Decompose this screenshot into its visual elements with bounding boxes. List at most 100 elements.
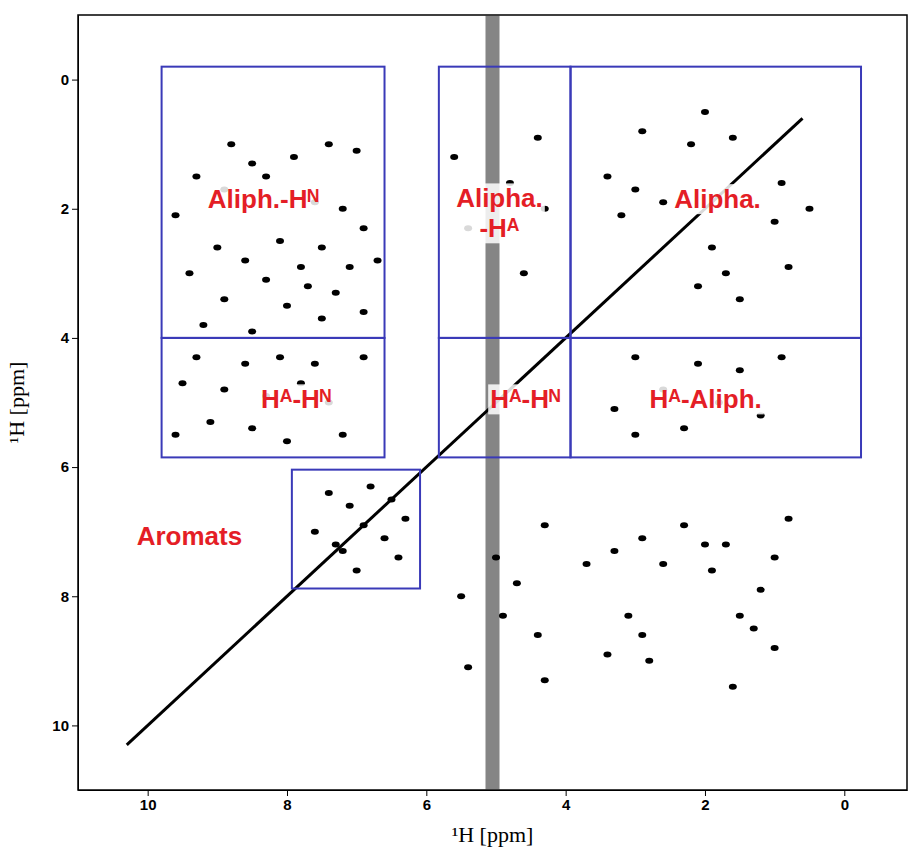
cross-peak <box>638 128 646 134</box>
y-tick-label: 2 <box>61 200 69 217</box>
y-axis-line <box>78 16 79 791</box>
cross-peak <box>318 245 326 251</box>
cross-peak <box>645 658 653 664</box>
label-ground <box>206 184 321 214</box>
cross-peak <box>750 626 758 632</box>
cross-peak <box>736 367 744 373</box>
cross-peak <box>206 419 214 425</box>
region-box <box>162 67 385 338</box>
cross-peak <box>318 316 326 322</box>
cross-peak <box>199 322 207 328</box>
peak-group <box>172 109 814 690</box>
cross-peak <box>401 516 409 522</box>
cross-peak <box>353 148 361 154</box>
cross-peak <box>457 593 465 599</box>
cross-peak <box>617 212 625 218</box>
cross-peak <box>185 270 193 276</box>
cross-peak <box>631 432 639 438</box>
x-tick-label: 10 <box>140 796 157 813</box>
cross-peak <box>785 264 793 270</box>
x-axis-line <box>79 790 908 791</box>
plot-marks <box>127 15 814 790</box>
x-tick-label: 2 <box>701 796 709 813</box>
cross-peak <box>736 613 744 619</box>
cross-peak <box>360 354 368 360</box>
cross-peak <box>631 354 639 360</box>
cross-peak <box>680 425 688 431</box>
cross-peak <box>311 529 319 535</box>
cross-peak <box>332 290 340 296</box>
cross-peak <box>513 580 521 586</box>
cross-peak <box>785 516 793 522</box>
cross-peak <box>172 432 180 438</box>
y-axis-title: ¹H [ppm] <box>4 362 29 444</box>
x-tick: 6 <box>423 790 431 813</box>
cross-peak <box>262 173 270 179</box>
cross-peak <box>353 567 361 573</box>
cross-peak <box>248 161 256 167</box>
cross-peak <box>778 180 786 186</box>
y-tick: 10 <box>52 717 78 734</box>
y-tick: 6 <box>61 458 78 475</box>
cross-peak <box>172 212 180 218</box>
cross-peak <box>297 264 305 270</box>
cross-peak <box>694 283 702 289</box>
cross-peak <box>241 257 249 263</box>
y-tick-mark <box>72 725 78 726</box>
cross-peak <box>659 199 667 205</box>
y-tick-label: 4 <box>61 329 70 346</box>
cross-peak <box>499 613 507 619</box>
cross-peak <box>360 522 368 528</box>
cross-peak <box>387 496 395 502</box>
cross-peak <box>311 361 319 367</box>
cross-peak <box>339 548 347 554</box>
cross-peak <box>227 141 235 147</box>
region-box <box>292 470 420 589</box>
cross-peak <box>332 542 340 548</box>
y-tick-label: 10 <box>52 717 69 734</box>
cross-peak <box>520 270 528 276</box>
cross-peak <box>534 135 542 141</box>
region-label: Alipha.-Hᴬ <box>456 183 543 243</box>
cross-peak <box>346 503 354 509</box>
cross-peak <box>290 154 298 160</box>
cross-peak <box>722 542 730 548</box>
cross-peak <box>638 632 646 638</box>
y-axis: 0246810 <box>52 16 78 791</box>
cross-peak <box>722 270 730 276</box>
cross-peak <box>624 613 632 619</box>
label-ground <box>648 384 764 414</box>
x-tick: 4 <box>562 790 571 813</box>
y-tick-mark <box>72 467 78 468</box>
y-tick-label: 6 <box>61 458 69 475</box>
cross-peak <box>729 684 737 690</box>
cross-peak <box>283 303 291 309</box>
cross-peak <box>276 238 284 244</box>
cross-peak <box>276 354 284 360</box>
cross-peak <box>805 206 813 212</box>
cross-peak <box>736 296 744 302</box>
cross-peak <box>262 277 270 283</box>
cross-peak <box>283 438 291 444</box>
cross-peak <box>778 354 786 360</box>
cross-peak <box>304 283 312 289</box>
y-tick: 4 <box>61 329 78 346</box>
cross-peak <box>694 361 702 367</box>
cross-peak <box>339 206 347 212</box>
region-box <box>439 338 571 457</box>
cross-peak <box>374 257 382 263</box>
cross-peak <box>701 542 709 548</box>
x-axis: 1086420 <box>79 790 908 813</box>
cross-peak <box>638 535 646 541</box>
region-box <box>571 67 861 338</box>
cross-peak <box>464 664 472 670</box>
cross-peak <box>583 561 591 567</box>
cross-peak <box>757 587 765 593</box>
y-tick-label: 8 <box>61 588 69 605</box>
cross-peak <box>771 555 779 561</box>
diagonal-line <box>127 118 803 744</box>
region-label: Alipha. <box>674 184 761 214</box>
cross-peak <box>708 245 716 251</box>
cross-peak <box>248 328 256 334</box>
y-tick-mark <box>72 209 78 210</box>
